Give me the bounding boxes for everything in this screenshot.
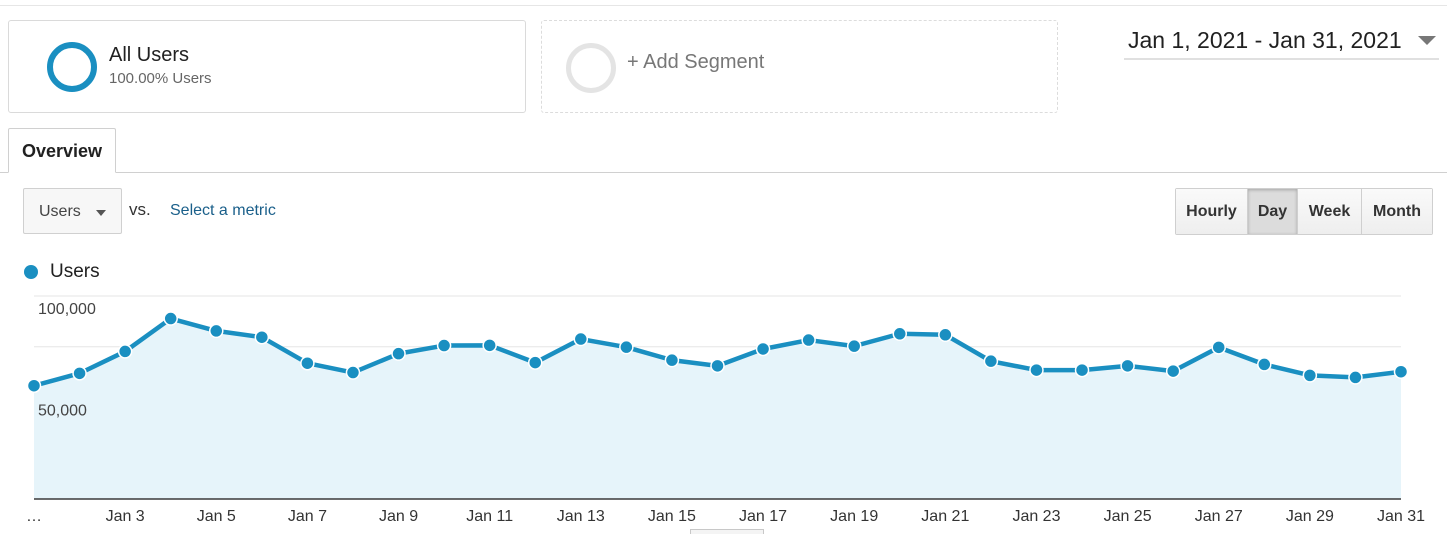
circle-ring-icon bbox=[566, 43, 616, 93]
users-line-chart[interactable]: 100,000 50,000 … Jan 3 Jan 5 Jan 7 Jan 9 Jan 11… bbox=[0, 285, 1447, 534]
segment-subtitle: 100.00% Users bbox=[109, 70, 212, 87]
data-point[interactable] bbox=[163, 311, 178, 326]
data-point[interactable] bbox=[300, 355, 315, 371]
data-point[interactable] bbox=[1029, 362, 1044, 378]
x-tick-label: Jan 27 bbox=[1195, 508, 1243, 525]
x-tick-label: Jan 5 bbox=[197, 508, 236, 525]
series-area-fill bbox=[34, 318, 1401, 499]
x-tick-label: Jan 19 bbox=[830, 508, 878, 525]
caret-down-icon bbox=[96, 210, 106, 216]
legend-series-label: Users bbox=[50, 261, 100, 282]
data-point[interactable] bbox=[527, 355, 543, 370]
select-metric-link[interactable]: Select a metric bbox=[170, 202, 276, 219]
month-button[interactable]: Month bbox=[1362, 189, 1432, 234]
data-point[interactable] bbox=[26, 378, 42, 393]
segment-name: All Users bbox=[109, 44, 190, 66]
data-point[interactable] bbox=[1393, 364, 1409, 379]
x-tick-label: Jan 15 bbox=[648, 508, 696, 525]
data-point[interactable] bbox=[1165, 363, 1181, 379]
x-tick-label: Jan 23 bbox=[1012, 508, 1060, 525]
x-tick-label: Jan 7 bbox=[288, 508, 327, 525]
date-range-label: Jan 1, 2021 - Jan 31, 2021 bbox=[1128, 27, 1402, 53]
data-point[interactable] bbox=[664, 352, 680, 368]
y-tick-label: 50,000 bbox=[38, 403, 87, 420]
metric-dropdown-label: Users bbox=[39, 203, 81, 220]
data-point[interactable] bbox=[1348, 370, 1363, 385]
data-point[interactable] bbox=[938, 327, 953, 343]
data-point[interactable] bbox=[117, 344, 133, 359]
y-tick-label: 100,000 bbox=[38, 301, 96, 318]
data-point[interactable] bbox=[1074, 362, 1090, 378]
x-tick-label: Jan 3 bbox=[106, 508, 145, 525]
chart-scroll-handle[interactable] bbox=[690, 529, 764, 534]
x-tick-label: Jan 9 bbox=[379, 508, 418, 525]
add-segment-button[interactable]: + Add Segment bbox=[541, 20, 1058, 113]
data-point[interactable] bbox=[209, 323, 224, 339]
hourly-button[interactable]: Hourly bbox=[1176, 189, 1248, 234]
x-tick-label: Jan 13 bbox=[557, 508, 605, 525]
tabs-divider bbox=[0, 172, 1447, 173]
data-point[interactable] bbox=[710, 358, 725, 374]
data-point[interactable] bbox=[619, 339, 634, 355]
circle-dot-icon bbox=[24, 265, 38, 279]
data-point[interactable] bbox=[1257, 357, 1272, 372]
x-tick-label: Jan 29 bbox=[1286, 508, 1334, 525]
data-point[interactable] bbox=[573, 331, 589, 347]
x-tick-label: … bbox=[26, 508, 42, 525]
data-point[interactable] bbox=[1120, 358, 1135, 374]
data-point[interactable] bbox=[436, 338, 452, 353]
tab-overview[interactable]: Overview bbox=[8, 128, 116, 173]
data-point[interactable] bbox=[1211, 340, 1226, 355]
caret-down-icon bbox=[1418, 36, 1436, 45]
date-range-picker[interactable]: Jan 1, 2021 - Jan 31, 2021 bbox=[1124, 22, 1439, 60]
x-tick-label: Jan 17 bbox=[739, 508, 787, 525]
x-tick-label: Jan 25 bbox=[1104, 508, 1152, 525]
data-point[interactable] bbox=[482, 338, 497, 353]
data-point[interactable] bbox=[72, 366, 87, 381]
metric-dropdown[interactable]: Users bbox=[23, 188, 122, 234]
data-point[interactable] bbox=[983, 353, 999, 369]
day-button[interactable]: Day bbox=[1248, 189, 1298, 234]
data-point[interactable] bbox=[801, 332, 816, 348]
data-point[interactable] bbox=[391, 346, 406, 361]
data-point[interactable] bbox=[254, 329, 270, 345]
x-tick-label: Jan 21 bbox=[921, 508, 969, 525]
data-point[interactable] bbox=[846, 338, 862, 354]
data-point[interactable] bbox=[1302, 368, 1318, 383]
x-tick-label: Jan 31 bbox=[1377, 508, 1425, 525]
week-button[interactable]: Week bbox=[1298, 189, 1362, 234]
x-tick-label: Jan 11 bbox=[466, 508, 513, 525]
circle-ring-icon bbox=[47, 42, 97, 92]
vs-label: vs. bbox=[129, 200, 151, 219]
granularity-toggle: Hourly Day Week Month bbox=[1175, 188, 1433, 235]
add-segment-label: + Add Segment bbox=[627, 51, 765, 73]
data-point[interactable] bbox=[755, 341, 771, 357]
data-point[interactable] bbox=[345, 365, 361, 380]
segment-all-users-card[interactable]: All Users 100.00% Users bbox=[8, 20, 526, 113]
top-divider bbox=[0, 5, 1447, 6]
data-point[interactable] bbox=[892, 326, 908, 342]
